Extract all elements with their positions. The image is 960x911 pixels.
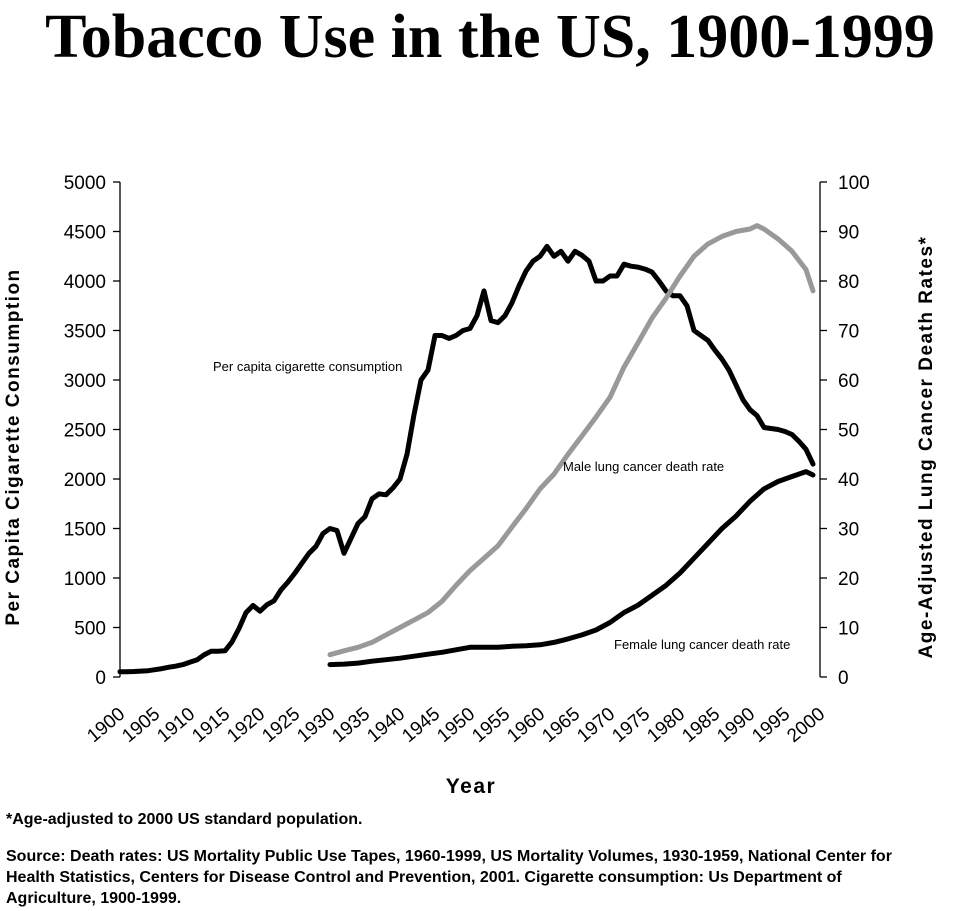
y-left-tick-label: 1000 xyxy=(64,569,106,590)
annotations: Per capita cigarette consumption Male lun… xyxy=(213,359,790,652)
x-tick-label: 1980 xyxy=(643,704,689,747)
x-tick-label: 1940 xyxy=(363,704,409,747)
y-right-tick-label: 80 xyxy=(838,272,859,293)
y-axis-right-label: Age-Adjusted Lung Cancer Death Rates* xyxy=(916,236,937,659)
y-right-tick-label: 70 xyxy=(838,322,859,343)
y-left-tick-label: 4500 xyxy=(64,223,106,244)
consumption-annotation: Per capita cigarette consumption xyxy=(213,359,402,374)
x-tick-label: 1990 xyxy=(713,704,759,747)
series-lines xyxy=(117,223,816,675)
y-left-tick-label: 5000 xyxy=(64,173,106,194)
x-tick-label: 1925 xyxy=(258,704,304,747)
y-left-tick-label: 2000 xyxy=(64,470,106,491)
x-tick-label: 1920 xyxy=(223,704,269,747)
x-tick-label: 1965 xyxy=(538,704,584,747)
y-right-tick-label: 0 xyxy=(838,668,849,689)
x-tick-label: 1975 xyxy=(608,704,654,747)
y-left-tick-label: 0 xyxy=(95,668,106,689)
consumption-line xyxy=(117,243,816,675)
y-right-tick-label: 60 xyxy=(838,371,859,392)
x-tick-label: 1905 xyxy=(118,704,164,747)
y-right-tick-label: 100 xyxy=(838,173,870,194)
y-right-tick-label: 10 xyxy=(838,619,859,640)
female-annotation: Female lung cancer death rate xyxy=(614,637,790,652)
y-axis-left-label: Per Capita Cigarette Consumption xyxy=(3,268,24,625)
y-right-tick-label: 40 xyxy=(838,470,859,491)
female-death-rate-line xyxy=(327,469,816,668)
x-tick-label: 1935 xyxy=(328,704,374,747)
y-left-tick-label: 500 xyxy=(74,619,106,640)
x-tick-label: 1945 xyxy=(398,704,444,747)
x-tick-label: 1930 xyxy=(293,704,339,747)
x-tick-label: 1960 xyxy=(503,704,549,747)
x-tick-label: 2000 xyxy=(783,704,829,747)
y-left-tick-label: 3000 xyxy=(64,371,106,392)
y-right-tick-label: 90 xyxy=(838,223,859,244)
tick-labels: 0500100015002000250030003500400045005000… xyxy=(64,173,870,747)
chart-title: Tobacco Use in the US, 1900-1999 xyxy=(45,3,935,71)
x-tick-label: 1985 xyxy=(678,704,724,747)
x-axis-label: Year xyxy=(446,775,496,798)
chart-plot: 0500100015002000250030003500400045005000… xyxy=(3,173,937,798)
source-note: Source: Death rates: US Mortality Public… xyxy=(6,848,892,907)
x-tick-label: 1950 xyxy=(433,704,479,747)
y-right-tick-label: 50 xyxy=(838,421,859,442)
x-tick-label: 1995 xyxy=(748,704,794,747)
axes xyxy=(113,181,827,678)
male-death-rate-line xyxy=(327,223,816,658)
y-left-tick-label: 4000 xyxy=(64,272,106,293)
y-left-tick-label: 3500 xyxy=(64,322,106,343)
footnote: *Age-adjusted to 2000 US standard popula… xyxy=(6,811,363,828)
x-tick-label: 1900 xyxy=(83,704,129,747)
x-tick-label: 1910 xyxy=(153,704,199,747)
y-right-tick-label: 20 xyxy=(838,569,859,590)
y-left-tick-label: 1500 xyxy=(64,520,106,541)
x-tick-label: 1970 xyxy=(573,704,619,747)
male-annotation: Male lung cancer death rate xyxy=(563,459,724,474)
y-right-tick-label: 30 xyxy=(838,520,859,541)
y-left-tick-label: 2500 xyxy=(64,421,106,442)
x-tick-label: 1955 xyxy=(468,704,514,747)
x-tick-label: 1915 xyxy=(188,704,234,747)
